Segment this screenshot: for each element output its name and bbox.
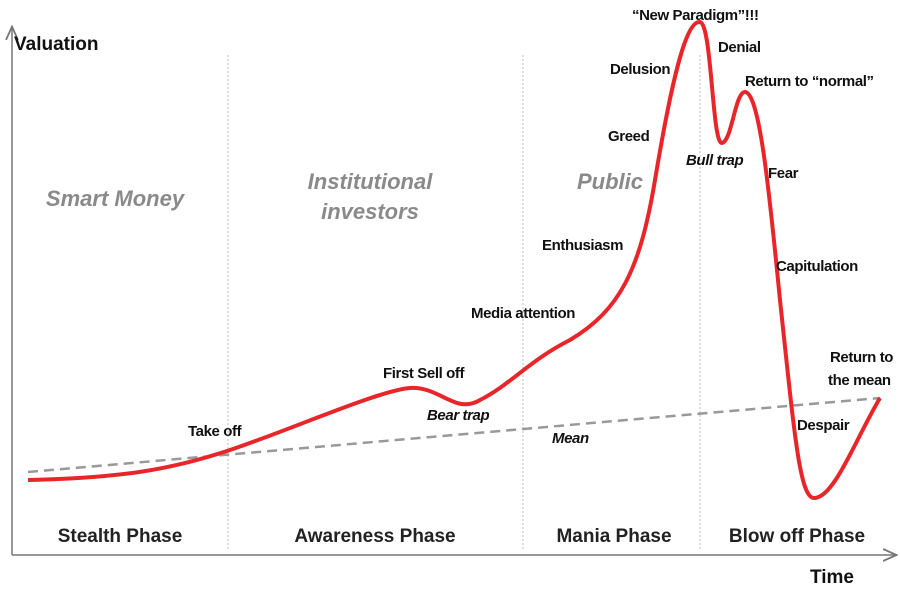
mean-line: [27, 396, 881, 474]
phase-label: Awareness Phase: [294, 526, 455, 547]
annotation: First Sell off: [383, 365, 465, 382]
annotation: Fear: [768, 165, 799, 182]
annotation: the mean: [828, 372, 891, 389]
annotation: Bear trap: [427, 407, 489, 424]
phase-dividers: [227, 55, 701, 550]
participant-label: Public: [577, 169, 643, 194]
annotation: Greed: [608, 128, 650, 145]
annotation: Enthusiasm: [542, 237, 623, 254]
annotation: Despair: [797, 417, 850, 434]
annotation: Return to: [830, 349, 893, 366]
y-axis-label: Valuation: [14, 34, 98, 55]
annotation: Take off: [188, 423, 243, 440]
annotation: Bull trap: [686, 152, 743, 169]
phase-label: Mania Phase: [556, 526, 671, 547]
participant-label: investors: [321, 199, 419, 224]
phase-label: Stealth Phase: [58, 526, 183, 547]
valuation-curve: [27, 20, 882, 500]
annotation: Mean: [552, 430, 589, 447]
annotation: Capitulation: [776, 258, 858, 275]
phase-label: Blow off Phase: [729, 526, 865, 547]
participant-label: Smart Money: [46, 186, 186, 211]
annotation: Delusion: [610, 61, 670, 78]
annotation: “New Paradigm”!!!: [632, 7, 759, 24]
annotation: Media attention: [471, 305, 575, 322]
participant-label: Institutional: [308, 169, 434, 194]
annotation: Return to “normal”: [745, 73, 874, 90]
annotation: Denial: [718, 39, 761, 56]
x-axis-label: Time: [810, 567, 854, 588]
